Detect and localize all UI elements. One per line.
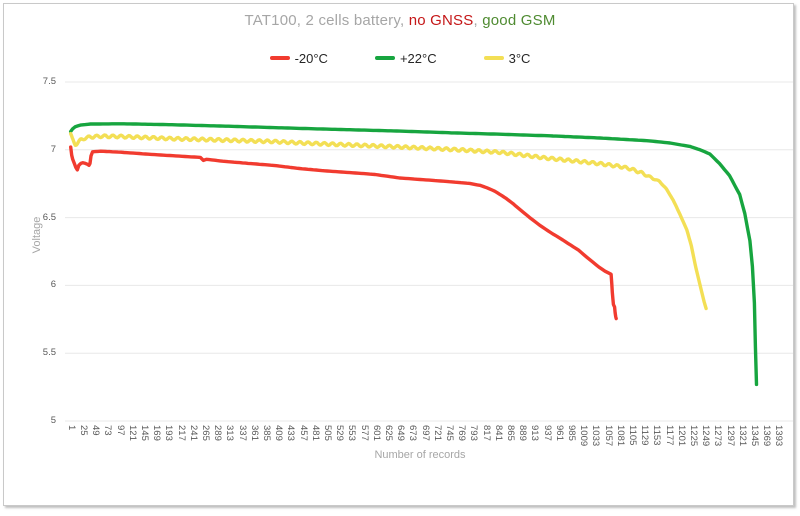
x-tick-label: 217 <box>175 424 187 441</box>
x-tick-label: 289 <box>212 424 224 441</box>
x-tick-label: 169 <box>151 424 163 441</box>
legend-label: -20°C <box>294 50 328 66</box>
legend-item-minus-20c: -20°C <box>269 50 328 66</box>
x-tick-label: 409 <box>273 424 285 441</box>
x-tick-label: 1225 <box>687 424 699 446</box>
x-tick-label: 913 <box>529 424 541 441</box>
x-tick-label: 529 <box>334 424 346 441</box>
x-tick-label: 745 <box>443 424 455 441</box>
x-tick-label: 1081 <box>614 424 626 446</box>
y-tick-label: 5 <box>50 415 56 426</box>
x-tick-label: 385 <box>260 424 272 441</box>
series-line-3c <box>69 132 708 311</box>
y-tick-label: 6.5 <box>42 211 56 223</box>
x-tick-label: 649 <box>395 424 407 441</box>
legend-line-swatch <box>269 56 290 60</box>
x-tick-label: 433 <box>285 424 297 441</box>
x-tick-label: 241 <box>187 424 199 441</box>
legend-label: 3°C <box>508 50 531 66</box>
x-tick-label: 1201 <box>675 424 687 446</box>
x-tick-label: 25 <box>77 424 89 436</box>
y-tick-label: 5.5 <box>42 347 56 359</box>
x-axis-title: Number of records <box>374 449 466 461</box>
series-line-plusminus-22c <box>69 122 759 387</box>
x-tick-label: 1057 <box>602 424 614 446</box>
x-tick-label: 841 <box>492 424 504 441</box>
x-tick-label: 1177 <box>663 424 675 445</box>
x-tick-label: 553 <box>346 424 358 441</box>
x-tick-label: 793 <box>468 424 480 441</box>
x-tick-label: 121 <box>126 424 138 441</box>
x-tick-label: 1321 <box>736 424 748 446</box>
x-tick-label: 1369 <box>761 424 773 446</box>
x-tick-label: 937 <box>541 424 553 441</box>
x-tick-label: 361 <box>248 424 260 441</box>
legend-line-swatch <box>483 56 504 60</box>
x-tick-label: 577 <box>358 424 370 441</box>
x-tick-label: 673 <box>407 424 419 441</box>
x-tick-label: 985 <box>565 424 577 441</box>
x-tick-label: 1393 <box>773 424 785 446</box>
x-tick-label: 1105 <box>626 424 638 445</box>
x-tick-label: 961 <box>553 424 565 441</box>
x-tick-label: 1249 <box>700 424 712 446</box>
x-tick-label: 817 <box>480 424 492 441</box>
legend-label: +22°C <box>399 50 437 66</box>
x-tick-label: 1153 <box>651 424 663 445</box>
chart-title-segment: TAT100, 2 cells battery, <box>244 12 409 29</box>
x-tick-label: 697 <box>419 424 431 441</box>
legend-line-swatch <box>374 56 395 60</box>
x-tick-label: 505 <box>321 424 333 441</box>
x-tick-label: 1129 <box>639 424 651 445</box>
x-tick-label: 457 <box>297 424 309 441</box>
x-tick-label: 1009 <box>578 424 590 446</box>
legend-item-plusminus-22c: +22°C <box>374 50 437 66</box>
x-tick-label: 313 <box>224 424 236 441</box>
x-tick-label: 49 <box>90 424 102 436</box>
x-tick-label: 73 <box>102 424 114 436</box>
x-tick-label: 889 <box>517 424 529 441</box>
chart-title-segment: no GNSS <box>408 12 474 29</box>
x-tick-label: 865 <box>504 424 516 441</box>
legend-item-3c: 3°C <box>483 50 531 66</box>
x-tick-label: 193 <box>163 424 175 441</box>
x-tick-label: 1 <box>65 424 77 430</box>
x-tick-label: 601 <box>370 424 382 441</box>
chart-title: TAT100, 2 cells battery, no GNSS, good G… <box>0 12 800 29</box>
series-line-minus-20c <box>69 145 618 321</box>
x-tick-label: 721 <box>431 424 443 441</box>
y-tick-label: 7.5 <box>42 76 56 87</box>
x-tick-label: 481 <box>309 424 321 441</box>
x-tick-label: 265 <box>199 424 211 441</box>
x-tick-label: 1297 <box>724 424 736 446</box>
x-tick-label: 625 <box>382 424 394 441</box>
x-tick-label: 145 <box>138 424 150 441</box>
chart-title-segment: good GSM <box>482 12 556 29</box>
x-tick-label: 1273 <box>712 424 724 446</box>
x-tick-label: 1033 <box>590 424 602 446</box>
chart-border-frame <box>3 3 794 506</box>
x-tick-label: 337 <box>236 424 248 441</box>
y-tick-label: 6 <box>50 279 56 291</box>
x-tick-label: 1345 <box>748 424 760 446</box>
x-tick-label: 769 <box>456 424 468 441</box>
x-tick-label: 97 <box>114 424 126 436</box>
y-tick-label: 7 <box>50 143 56 155</box>
chart-legend: -20°C +22°C 3°C <box>0 48 800 68</box>
y-axis-title: Voltage <box>31 216 43 254</box>
chart-title-segment: , <box>473 12 483 29</box>
